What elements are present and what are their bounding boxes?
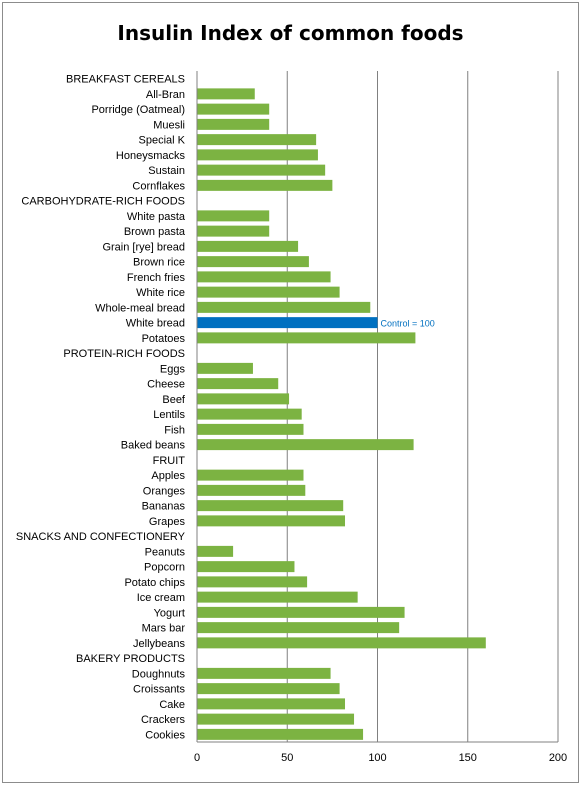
bar-cheese: [197, 378, 279, 390]
bar-fish: [197, 423, 304, 435]
bar-special-k: [197, 134, 317, 146]
bar-potatoes: [197, 332, 416, 344]
x-tick-label: 100: [368, 752, 386, 764]
category-label: SNACKS AND CONFECTIONERY: [16, 531, 186, 543]
category-label: Special K: [139, 135, 186, 147]
category-label: Lentils: [153, 409, 185, 421]
category-label: Eggs: [160, 363, 186, 375]
category-label: BAKERY PRODUCTS: [76, 653, 185, 665]
bar-muesli: [197, 118, 270, 130]
bar-brown-pasta: [197, 225, 270, 237]
bar-beef: [197, 393, 290, 405]
category-label: BREAKFAST CEREALS: [66, 74, 185, 86]
category-label: Beef: [162, 394, 186, 406]
bar-whole-meal-bread: [197, 301, 371, 313]
bar-cookies: [197, 728, 364, 740]
category-label: Cookies: [145, 729, 185, 741]
category-label: Yogurt: [154, 607, 185, 619]
bar-doughnuts: [197, 667, 331, 679]
category-label: All-Bran: [146, 89, 185, 101]
category-label: Fish: [164, 424, 185, 436]
category-label: Popcorn: [144, 562, 185, 574]
category-label: Cornflakes: [132, 180, 185, 192]
bar-all-bran: [197, 88, 255, 100]
bar-eggs: [197, 362, 253, 374]
category-label: White bread: [126, 318, 185, 330]
bar-croissants: [197, 683, 340, 695]
category-label: White pasta: [127, 211, 186, 223]
category-label: Grapes: [149, 516, 186, 528]
bar-grapes: [197, 515, 346, 527]
category-label: Ice cream: [137, 592, 185, 604]
bar-popcorn: [197, 561, 295, 573]
bar-crackers: [197, 713, 355, 725]
category-labels: BREAKFAST CEREALS All-Bran Porridge (Oatme…: [16, 74, 186, 742]
bar-honeysmacks: [197, 149, 318, 161]
axes: 0 50 100 150 200: [194, 71, 567, 764]
category-label: Jellybeans: [133, 638, 185, 650]
category-label: Crackers: [141, 714, 186, 726]
bar-white-rice: [197, 286, 340, 298]
category-label: Honeysmacks: [116, 150, 186, 162]
category-label: Peanuts: [145, 546, 186, 558]
category-label: CARBOHYDRATE-RICH FOODS: [21, 196, 185, 208]
bar-yogurt: [197, 606, 405, 618]
category-label: Cheese: [147, 379, 185, 391]
x-tick-label: 0: [194, 752, 200, 764]
category-label: Croissants: [133, 684, 185, 696]
bars: Control = 100: [197, 88, 486, 740]
category-label: Brown pasta: [124, 226, 186, 238]
bar-jellybeans: [197, 637, 486, 649]
category-label: Doughnuts: [132, 668, 186, 680]
bar-apples: [197, 469, 304, 481]
category-label: Porridge (Oatmeal): [91, 104, 185, 116]
bar-white-bread: [197, 317, 378, 329]
x-tick-label: 150: [459, 752, 477, 764]
category-label: Potatoes: [142, 333, 186, 345]
category-label: PROTEIN-RICH FOODS: [63, 348, 185, 360]
category-label: Baked beans: [121, 440, 186, 452]
bar-baked-beans: [197, 439, 414, 451]
bar-brown-rice: [197, 256, 309, 268]
bar-french-fries: [197, 271, 331, 283]
bar-sustain: [197, 164, 326, 176]
annotation-label: Control = 100: [381, 319, 435, 329]
bar-grain-rye-bread: [197, 240, 299, 252]
bar-potato-chips: [197, 576, 308, 588]
category-label: Cake: [159, 699, 185, 711]
category-label: Bananas: [142, 501, 186, 513]
category-label: Sustain: [148, 165, 185, 177]
bar-white-pasta: [197, 210, 270, 222]
x-tick-label: 50: [281, 752, 293, 764]
category-label: Oranges: [143, 485, 186, 497]
category-label: Brown rice: [133, 257, 185, 269]
bar-oranges: [197, 484, 306, 496]
bar-cornflakes: [197, 179, 333, 191]
category-label: Grain [rye] bread: [102, 241, 185, 253]
category-label: White rice: [136, 287, 185, 299]
category-label: FRUIT: [153, 455, 186, 467]
bar-ice-cream: [197, 591, 358, 603]
bar-mars-bar: [197, 622, 400, 634]
bar-bananas: [197, 500, 344, 512]
chart-title: Insulin Index of common foods: [117, 21, 464, 45]
bar-porridge-oatmeal: [197, 103, 270, 115]
category-label: Whole-meal bread: [95, 302, 185, 314]
category-label: Mars bar: [142, 623, 186, 635]
category-label: Muesli: [153, 119, 185, 131]
bar-lentils: [197, 408, 302, 420]
bar-peanuts: [197, 545, 234, 557]
category-label: Apples: [151, 470, 185, 482]
x-tick-label: 200: [549, 752, 567, 764]
category-label: Potato chips: [124, 577, 185, 589]
bar-cake: [197, 698, 346, 710]
category-label: French fries: [127, 272, 186, 284]
